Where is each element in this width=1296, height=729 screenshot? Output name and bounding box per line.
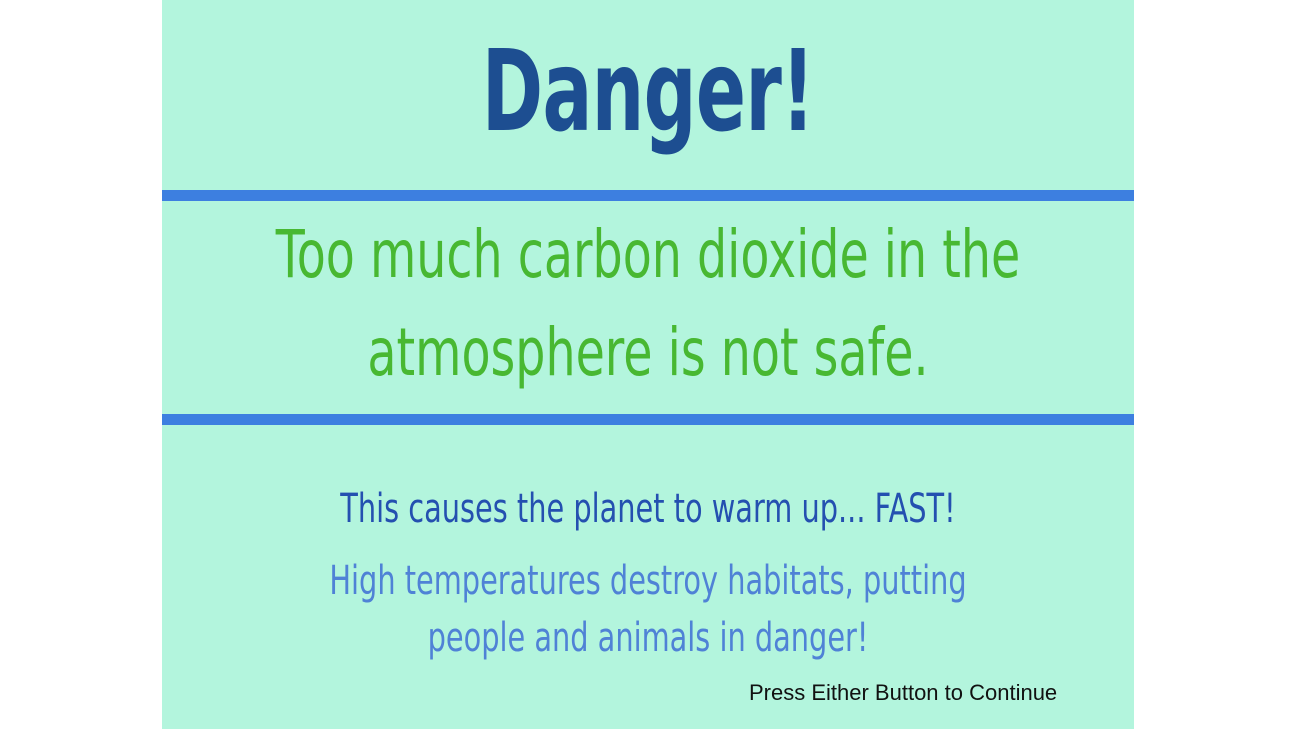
danger-slide: Danger! Too much carbon dioxide in the a… — [162, 0, 1134, 729]
headline-line-1: Too much carbon dioxide in the — [275, 216, 1021, 293]
continue-prompt[interactable]: Press Either Button to Continue — [749, 680, 1058, 705]
slide-title: Danger! — [481, 27, 815, 157]
habitat-text-line-2: people and animals in danger! — [427, 615, 869, 661]
bottom-divider — [162, 414, 1134, 425]
warming-text: This causes the planet to warm up... FAS… — [340, 486, 956, 532]
top-divider — [162, 190, 1134, 201]
headline-line-2: atmosphere is not safe. — [367, 314, 929, 391]
habitat-text-line-1: High temperatures destroy habitats, putt… — [329, 558, 967, 604]
